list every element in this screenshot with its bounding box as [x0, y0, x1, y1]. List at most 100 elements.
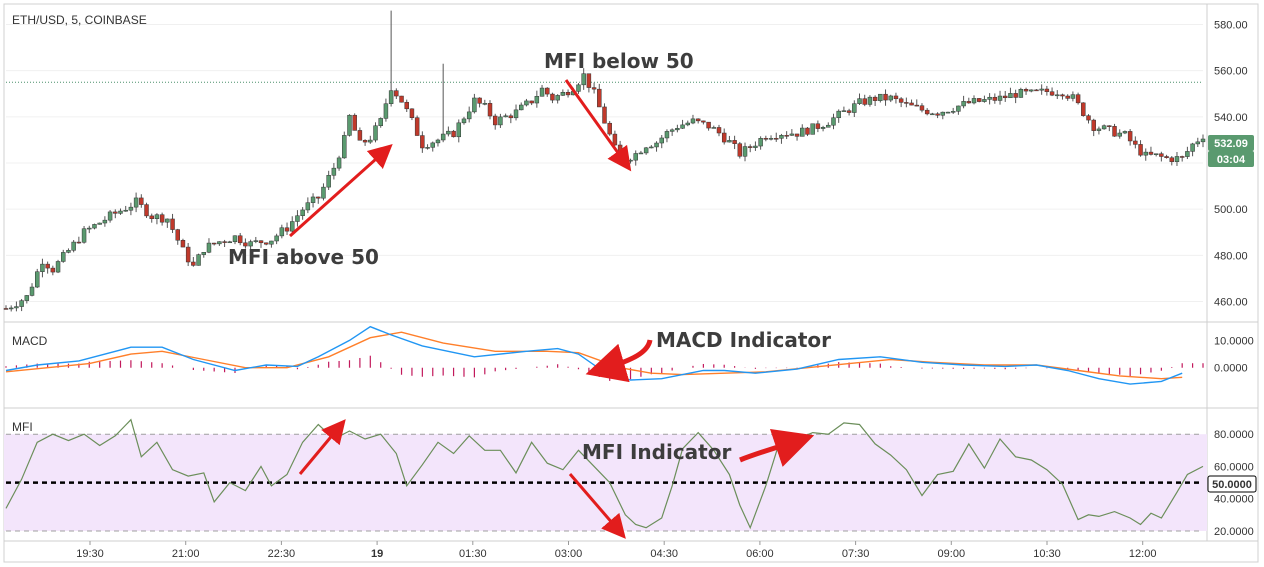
candle-down: [1112, 126, 1117, 137]
candle-up: [123, 209, 128, 212]
candle-down: [1127, 131, 1133, 142]
macd-tick-label: 0.0000: [1214, 363, 1248, 375]
annotation-mfi-above: MFI above 50: [228, 245, 379, 269]
candle-up: [331, 167, 337, 176]
candle-up: [274, 235, 279, 242]
candle-up: [336, 157, 342, 169]
candle-up: [446, 130, 451, 135]
candle-up: [675, 128, 680, 131]
candle-up: [342, 135, 347, 159]
macd-pane-title: MACD: [12, 334, 48, 348]
candle-up: [1122, 131, 1128, 134]
candle-up: [1039, 88, 1044, 91]
candle-up: [1200, 138, 1206, 143]
candle-up: [388, 90, 394, 104]
mfi-pane-title: MFI: [12, 420, 33, 434]
candle-up: [279, 227, 285, 237]
x-tick-label: 12:00: [1129, 548, 1157, 560]
arrow-mfi-indicator: [739, 428, 815, 467]
symbol-title: ETH/USD, 5, COINBASE: [12, 13, 147, 27]
x-tick-label: 19: [371, 548, 383, 560]
candle-up: [8, 307, 14, 310]
candle-down: [591, 87, 597, 90]
candle-down: [565, 91, 571, 96]
candle-up: [1190, 143, 1195, 152]
candle-down: [3, 308, 9, 310]
candle-down: [794, 133, 800, 137]
candle-down: [50, 267, 56, 273]
candle-down: [1091, 119, 1096, 131]
candle-up: [513, 109, 519, 119]
candle-down: [1164, 156, 1169, 158]
price-tick-label: 460.00: [1214, 297, 1248, 309]
candle-up: [940, 111, 946, 116]
candle-up: [945, 111, 951, 114]
candle-down: [1081, 102, 1086, 116]
candle-up: [768, 138, 774, 140]
annotation-mfi-below: MFI below 50: [544, 49, 694, 73]
candle-up: [300, 209, 305, 216]
candle-down: [1159, 153, 1164, 157]
candle-down: [237, 235, 243, 244]
arrow-up-mfi: [298, 419, 346, 475]
candle-up: [295, 215, 300, 222]
candle-down: [992, 96, 998, 101]
candle-up: [555, 95, 560, 101]
candle-up: [310, 196, 316, 203]
candle-down: [737, 143, 743, 157]
candle-down: [1133, 140, 1138, 145]
candle-down: [732, 140, 737, 144]
candle-up: [654, 142, 659, 148]
candle-up: [373, 125, 378, 141]
candle-down: [409, 108, 415, 118]
candle-down: [701, 120, 706, 123]
candle-down: [774, 138, 779, 140]
x-tick-label: 10:30: [1033, 548, 1061, 560]
candle-down: [113, 211, 118, 214]
candle-down: [805, 127, 810, 135]
candle-up: [539, 87, 545, 97]
candle-up: [1185, 151, 1190, 157]
candle-up: [227, 241, 233, 244]
candle-up: [165, 218, 170, 223]
arrow-macd: [585, 339, 653, 383]
candle-down: [617, 144, 623, 153]
candle-up: [1055, 94, 1060, 97]
candle-up: [128, 206, 134, 211]
candle-down: [846, 110, 852, 113]
mfi-midline-label: 50.0000: [1212, 479, 1252, 491]
candle-up: [1174, 156, 1180, 162]
candle-up: [1029, 89, 1034, 92]
candle-up: [305, 202, 311, 211]
candle-down: [1023, 89, 1029, 92]
candle-down: [909, 102, 914, 106]
candle-down: [149, 215, 154, 219]
candle-up: [34, 271, 40, 288]
x-tick-label: 04:30: [650, 548, 678, 560]
candle-down: [695, 118, 701, 122]
candle-up: [779, 135, 784, 139]
candle-up: [982, 99, 987, 102]
price-tick-label: 540.00: [1214, 112, 1248, 124]
mfi-tick-label: 40.0000: [1214, 494, 1254, 506]
candle-up: [628, 159, 633, 162]
candle-down: [362, 140, 368, 143]
last-price-label: 532.09: [1214, 138, 1248, 150]
candle-down: [706, 121, 711, 129]
candle-up: [633, 153, 638, 161]
candle-down: [76, 241, 82, 244]
x-tick-label: 07:30: [842, 548, 870, 560]
candle-up: [1008, 93, 1013, 99]
price-tick-label: 560.00: [1214, 66, 1248, 78]
candle-down: [1169, 157, 1175, 162]
candle-up: [430, 142, 435, 148]
candle-down: [170, 218, 175, 230]
candle-down: [550, 93, 555, 101]
candle-down: [1003, 95, 1008, 99]
x-tick-label: 21:00: [172, 548, 200, 560]
candle-down: [586, 73, 592, 88]
candle-up: [1195, 141, 1201, 145]
candle-up: [118, 210, 123, 214]
candle-down: [263, 242, 269, 245]
annotation-arrows: [288, 79, 815, 539]
